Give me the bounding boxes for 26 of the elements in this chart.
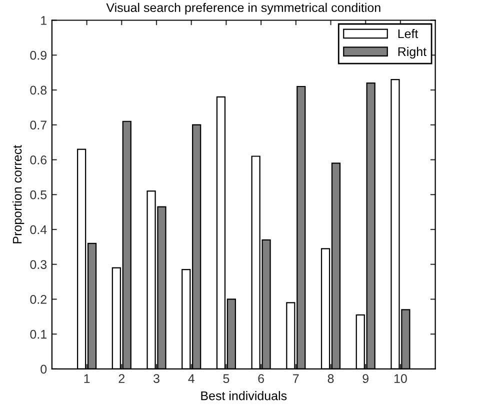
- legend-label: Right: [398, 46, 426, 59]
- y-tick-label: 0.9: [30, 50, 46, 60]
- legend-label: Left: [398, 29, 418, 38]
- x-tick-label: 5: [223, 374, 230, 383]
- x-tick-label: 7: [293, 374, 299, 383]
- x-tick-label: 10: [394, 374, 407, 383]
- x-tick-label: 8: [328, 374, 334, 383]
- y-tick-label: 0.1: [30, 330, 46, 339]
- y-tick-label: 0.7: [30, 120, 46, 130]
- chart-title: Visual search preference in symmetrical condition: [106, 2, 380, 15]
- x-tick-label: 9: [362, 374, 368, 383]
- y-tick-label: 1: [41, 16, 46, 25]
- x-tick-label: 6: [258, 374, 264, 383]
- x-tick-label: 4: [188, 374, 194, 383]
- y-tick-label: 0.4: [30, 225, 47, 234]
- x-tick-label: 1: [84, 374, 90, 383]
- y-tick-label: 0.5: [30, 190, 47, 200]
- y-axis-title: Proportion correct: [12, 145, 24, 244]
- y-tick-label: 0.6: [30, 156, 47, 164]
- y-tick-label: 0: [40, 364, 47, 374]
- x-tick-label: 3: [154, 374, 160, 383]
- x-tick-label: 2: [118, 374, 124, 383]
- y-tick-label: 0.2: [30, 295, 46, 304]
- y-tick-label: 0.3: [30, 260, 47, 269]
- x-axis-title: Best individuals: [201, 391, 287, 400]
- y-tick-label: 0.8: [30, 86, 47, 95]
